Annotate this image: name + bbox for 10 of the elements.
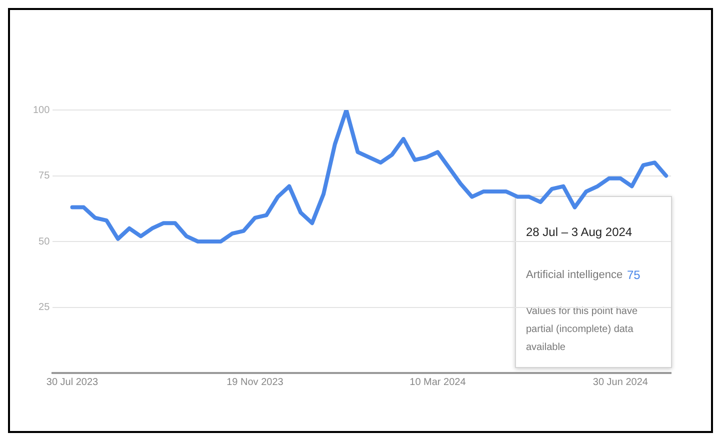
annotation: 28 Jul – 3 Aug 2024 — [526, 225, 632, 239]
x-tick-label: 30 Jun 2024 — [592, 376, 648, 388]
x-tick-label: 30 Jul 2023 — [46, 376, 99, 388]
y-tick-label: 50 — [38, 236, 50, 248]
y-tick-label: 25 — [38, 302, 50, 313]
y-tick-label: 75 — [38, 170, 50, 182]
annotation: 75 — [627, 268, 640, 282]
x-tick-label: 19 Nov 2023 — [226, 376, 284, 388]
x-tick-label: 10 Mar 2024 — [410, 376, 466, 388]
y-tick-label: 100 — [32, 104, 50, 116]
